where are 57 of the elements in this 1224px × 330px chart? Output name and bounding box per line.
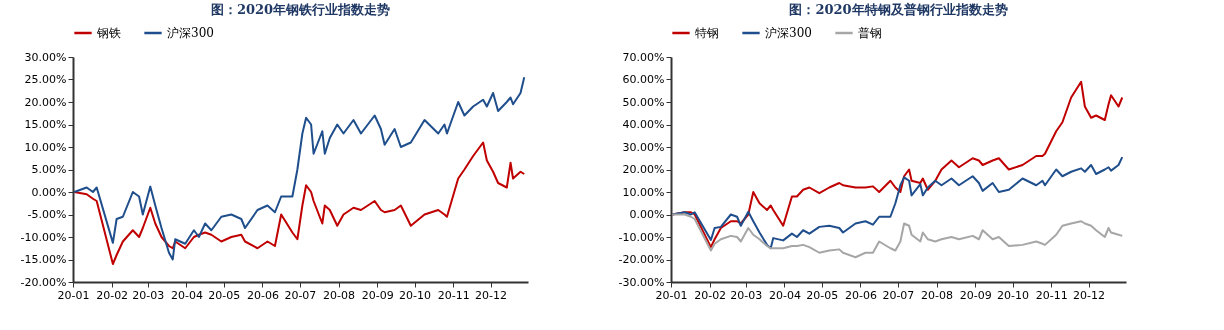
x-tick-label: 20-07	[882, 288, 915, 302]
y-tick-label: -20.00%	[618, 253, 665, 266]
y-tick-label: 30.00%	[622, 140, 665, 154]
x-tick-label: 20-08	[921, 288, 953, 302]
x-tick-label: 20-12	[1073, 288, 1106, 302]
x-tick-label: 20-03	[730, 288, 763, 302]
y-tick-label: 0.00%	[629, 208, 665, 221]
y-tick-label: 15.00%	[24, 118, 67, 131]
x-tick-label: 20-06	[845, 288, 877, 302]
y-tick-label: 5.00%	[31, 163, 67, 176]
line-series	[671, 156, 1124, 250]
x-tick-label: 20-05	[806, 288, 839, 302]
x-tick-label: 20-05	[208, 288, 241, 302]
x-tick-label: 20-06	[247, 288, 279, 302]
y-tick-label: 50.00%	[622, 95, 665, 109]
legend-label: 特钢	[695, 26, 719, 40]
x-tick-label: 20-04	[170, 288, 203, 302]
x-tick-label: 20-10	[399, 288, 432, 302]
line-series	[671, 213, 1124, 259]
y-tick-label: -5.00%	[27, 208, 67, 221]
line-series	[73, 76, 526, 261]
legend-label: 钢铁	[96, 26, 121, 40]
legend-label: 普钢	[858, 26, 882, 40]
y-tick-label: 25.00%	[24, 73, 67, 86]
x-tick-label: 20-08	[323, 288, 355, 302]
line-series	[73, 141, 526, 265]
x-tick-label: 20-02	[694, 288, 727, 302]
x-tick-label: 20-04	[768, 288, 801, 302]
y-tick-label: -10.00%	[618, 230, 665, 244]
x-tick-label: 20-09	[959, 288, 992, 302]
y-tick-label: 0.00%	[31, 185, 67, 199]
x-tick-label: 20-09	[361, 288, 394, 302]
y-tick-label: -10.00%	[20, 230, 67, 244]
x-tick-label: 20-11	[1035, 288, 1068, 302]
x-tick-label: 20-03	[132, 288, 165, 302]
y-tick-label: 40.00%	[622, 118, 665, 131]
y-tick-label: -20.00%	[20, 275, 67, 289]
y-tick-label: 10.00%	[24, 140, 67, 154]
y-tick-label: -30.00%	[618, 275, 665, 289]
y-tick-label: 20.00%	[24, 95, 67, 109]
x-tick-label: 20-12	[475, 288, 508, 302]
chart-title: 图：2020年特钢及普钢行业指数走势	[789, 2, 1008, 17]
legend-label: 沪深300	[167, 26, 214, 40]
x-tick-label: 20-10	[997, 288, 1030, 302]
x-tick-label: 20-02	[96, 288, 129, 302]
y-tick-label: 10.00%	[622, 185, 665, 199]
x-tick-label: 20-11	[437, 288, 470, 302]
x-tick-label: 20-01	[57, 288, 90, 302]
y-tick-label: -15.00%	[20, 253, 67, 266]
y-tick-label: 70.00%	[622, 50, 665, 64]
y-tick-label: 30.00%	[24, 50, 67, 64]
y-tick-label: 60.00%	[622, 73, 665, 86]
x-tick-label: 20-07	[284, 288, 317, 302]
y-tick-label: 20.00%	[622, 163, 665, 176]
legend-label: 沪深300	[765, 26, 812, 40]
x-tick-label: 20-01	[655, 288, 688, 302]
chart-title: 图：2020年钢铁行业指数走势	[210, 2, 391, 17]
